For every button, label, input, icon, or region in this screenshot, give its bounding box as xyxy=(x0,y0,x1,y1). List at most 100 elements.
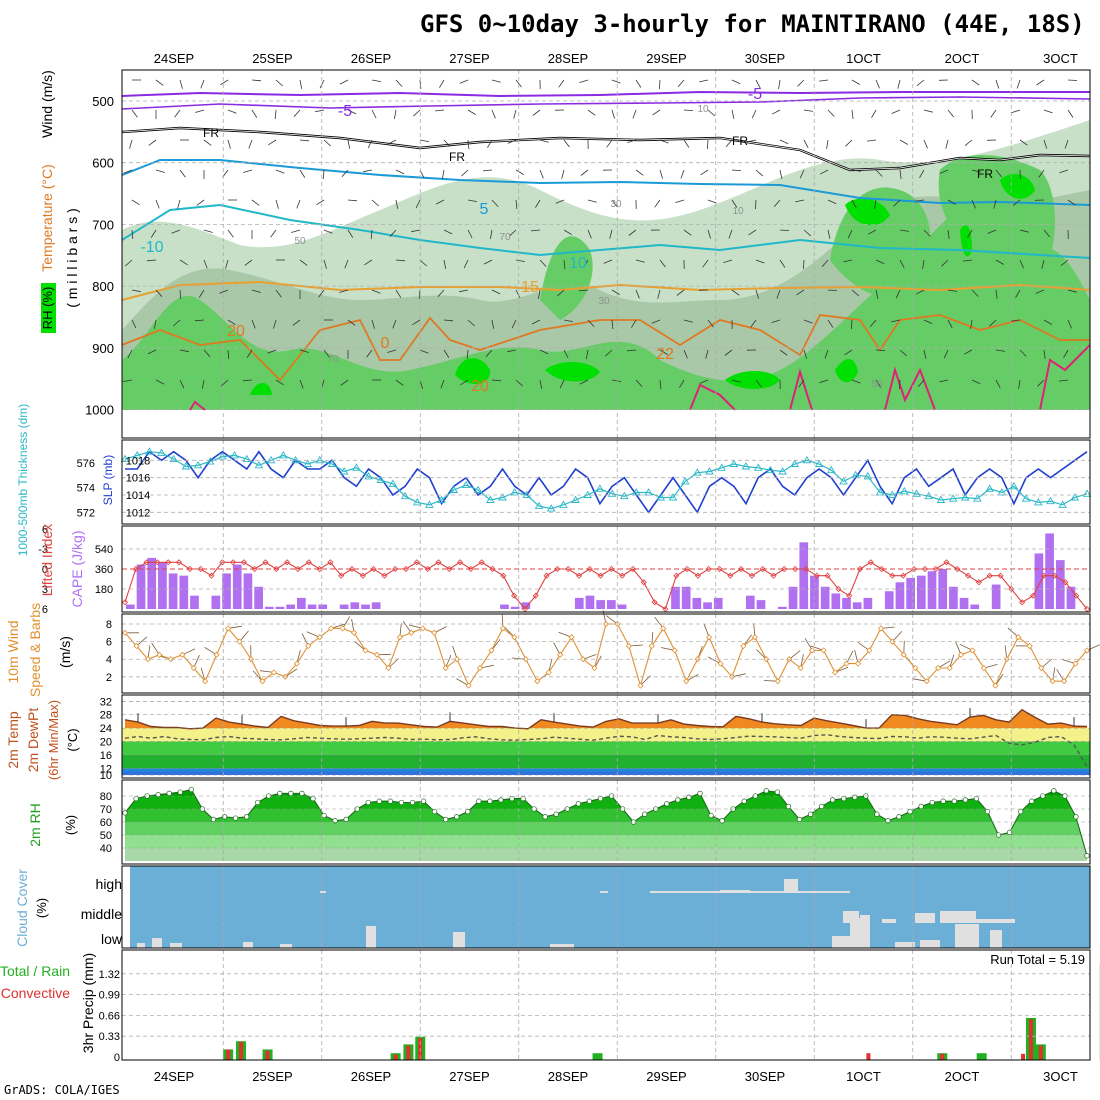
wind-barb xyxy=(273,319,277,329)
wind-barb xyxy=(683,109,694,111)
wind-barb xyxy=(826,139,829,149)
wind-barb xyxy=(631,319,637,328)
wind-barb xyxy=(341,169,349,177)
wind-barb xyxy=(821,259,829,268)
thickness-point xyxy=(729,459,739,467)
wind-barb xyxy=(1019,229,1029,233)
wind-speed-point xyxy=(362,647,369,654)
wind-barb xyxy=(824,349,829,359)
bottom-day-label: 29SEP xyxy=(646,1069,686,1084)
wind-barb xyxy=(538,289,541,299)
temp-ytick: 20 xyxy=(100,737,112,749)
wind-speed-point xyxy=(1026,642,1033,650)
rh-point xyxy=(973,795,980,802)
thickness-point xyxy=(705,467,714,475)
cape-bar xyxy=(286,604,296,609)
thickness-point xyxy=(1046,496,1055,505)
thickness-point xyxy=(327,459,337,467)
rh-band xyxy=(125,822,1087,835)
wind-barb xyxy=(609,229,613,239)
wind-speed-point xyxy=(121,629,129,636)
lifted-index-point xyxy=(446,565,453,573)
wind-barb xyxy=(1038,169,1045,178)
lifted-index-point xyxy=(835,585,842,593)
rh-point xyxy=(365,799,371,806)
wind-barb xyxy=(743,634,753,647)
wind-barb xyxy=(251,319,256,329)
wind-barb xyxy=(917,379,925,388)
wind-barb xyxy=(563,319,573,322)
wind-barb xyxy=(851,319,853,330)
wind-barb xyxy=(242,379,253,382)
wind-barb xyxy=(515,379,523,387)
wind-barb xyxy=(724,349,733,356)
wind-barb xyxy=(299,79,303,89)
rh-point xyxy=(774,789,781,795)
wind-barb xyxy=(899,169,902,179)
wind-barb xyxy=(539,169,544,179)
cape-bar xyxy=(254,586,263,609)
cape-bar xyxy=(927,571,937,609)
wind-barb xyxy=(515,169,524,175)
thickness-ytick: 576 xyxy=(77,458,95,470)
lifted-index-point xyxy=(986,572,993,579)
thickness-point xyxy=(230,451,239,459)
wind-barb xyxy=(434,109,445,112)
temp-contour-20 xyxy=(121,314,1090,382)
wind-barb xyxy=(557,289,565,297)
temp-band xyxy=(122,754,1090,769)
cape-bar xyxy=(339,604,349,609)
lifted-index-point xyxy=(802,565,810,573)
wind-barb xyxy=(371,289,381,294)
wind-barb xyxy=(131,229,134,240)
wind-barb xyxy=(243,169,253,173)
bottom-day-label: 30SEP xyxy=(745,1069,785,1084)
lifted-index-point xyxy=(640,579,647,586)
lifted-index-point xyxy=(273,565,280,573)
lifted-index-point xyxy=(424,565,431,573)
wind-barb xyxy=(299,139,310,142)
wind-barb xyxy=(731,169,742,171)
wind-barb xyxy=(354,641,366,651)
lifted-index-point xyxy=(694,572,701,579)
wind-barb xyxy=(443,259,447,269)
wind-barb xyxy=(248,139,253,149)
wind-barb xyxy=(251,79,262,82)
lifted-index-point xyxy=(943,559,950,566)
wind-barb xyxy=(939,379,949,383)
wind-barb xyxy=(989,319,997,327)
wind-barb xyxy=(395,169,405,175)
precip-convective-bar xyxy=(406,1045,411,1060)
lifted-index-point xyxy=(402,565,410,573)
rh-point xyxy=(542,814,548,820)
lifted-index-point xyxy=(1040,572,1047,579)
thickness-point xyxy=(924,491,933,500)
wind-barb xyxy=(221,379,229,387)
wind-barb xyxy=(779,259,786,268)
rh-point xyxy=(465,808,471,815)
cape-bar xyxy=(842,597,851,609)
wind-barb xyxy=(395,79,403,87)
wind-speed-point xyxy=(671,647,678,654)
wind-barb xyxy=(580,169,589,176)
wind-speed-point xyxy=(660,625,667,632)
footer-credit: GrADS: COLA/IGES xyxy=(4,1083,120,1097)
cape-bar xyxy=(168,573,178,609)
wind-barb xyxy=(603,259,613,264)
wind-speed-point xyxy=(900,651,907,658)
rh-point xyxy=(177,789,183,795)
thickness-point xyxy=(181,462,191,470)
wind-speed-point xyxy=(488,647,495,654)
wind-barb xyxy=(947,109,955,118)
wind-barb xyxy=(150,229,157,238)
wind-barb xyxy=(323,139,331,147)
wind-speed-point xyxy=(717,660,724,667)
thickness-point xyxy=(1034,498,1043,506)
wind-barb xyxy=(439,79,445,88)
cloud-units-label: (%) xyxy=(34,898,49,918)
wind-barb xyxy=(316,199,325,206)
wind-speed-point xyxy=(568,634,575,641)
wind-barb xyxy=(563,139,570,148)
wind-barb xyxy=(705,349,709,359)
